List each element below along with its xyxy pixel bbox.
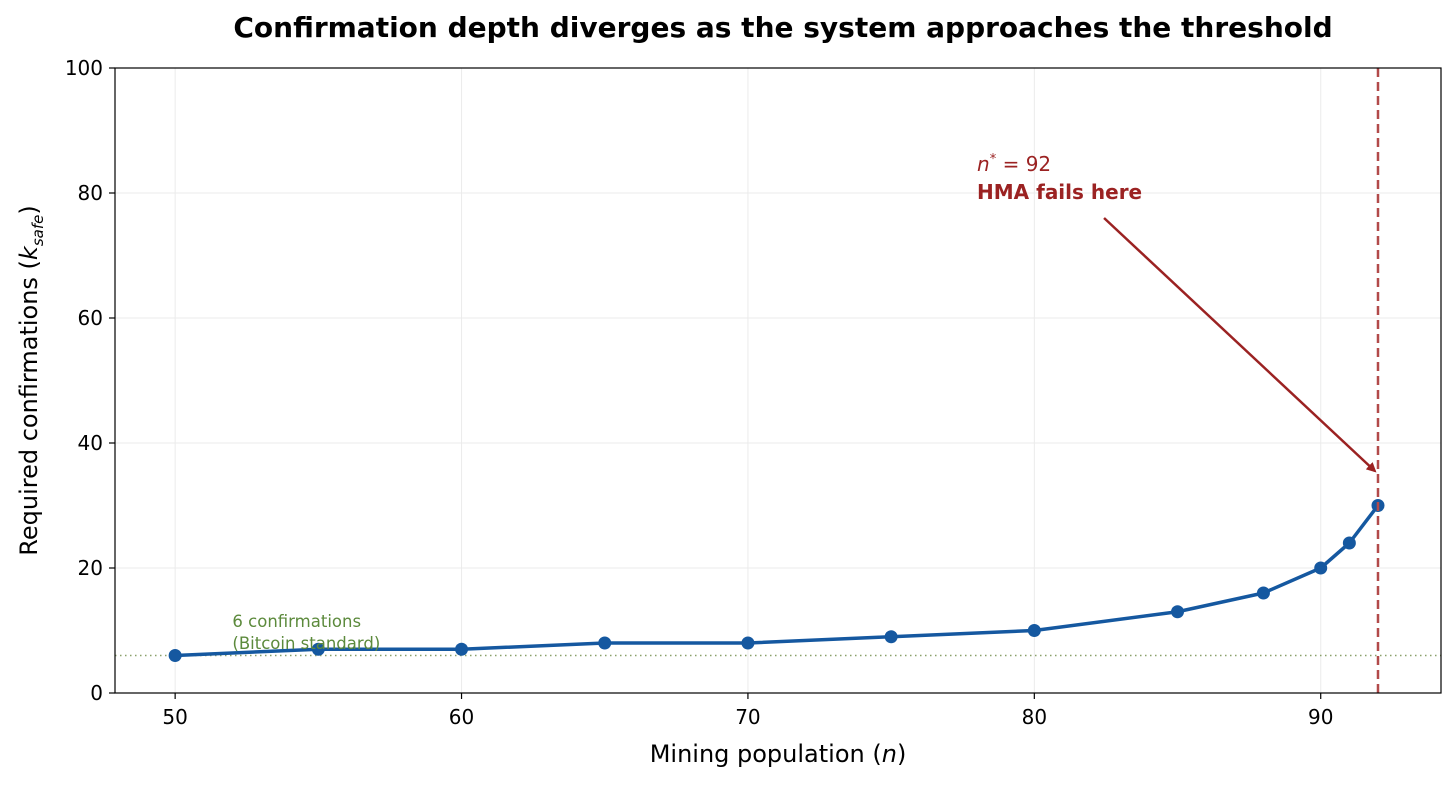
data-point bbox=[1027, 624, 1041, 637]
data-point bbox=[1342, 536, 1356, 550]
data-point bbox=[884, 630, 898, 644]
x-axis-label: Mining population (n) bbox=[650, 740, 907, 768]
reference-line-label: 6 confirmations bbox=[232, 612, 361, 631]
data-point bbox=[455, 642, 469, 656]
data-point bbox=[168, 649, 182, 662]
data-point bbox=[311, 642, 325, 656]
y-tick-label: 40 bbox=[78, 431, 103, 455]
chart-title: Confirmation depth diverges as the syste… bbox=[233, 11, 1332, 44]
x-tick-label: 80 bbox=[1022, 705, 1047, 729]
y-tick-label: 80 bbox=[78, 181, 103, 205]
y-axis-label: Required confirmations (ksafe) bbox=[15, 205, 47, 555]
threshold-annotation-label: HMA fails here bbox=[977, 180, 1142, 204]
data-point bbox=[598, 636, 612, 650]
y-tick-label: 100 bbox=[65, 56, 103, 80]
x-tick-label: 70 bbox=[735, 705, 760, 729]
y-tick-label: 0 bbox=[90, 681, 103, 705]
data-point bbox=[1171, 605, 1185, 619]
data-point bbox=[1314, 561, 1328, 575]
x-axis-ticks: 50 60 70 80 90 bbox=[162, 693, 1333, 729]
y-tick-label: 60 bbox=[78, 306, 103, 330]
threshold-annotation-equation: n* = 92 bbox=[977, 152, 1051, 176]
data-point bbox=[1256, 586, 1270, 600]
threshold-annotation-arrow bbox=[1103, 217, 1377, 473]
x-tick-label: 60 bbox=[449, 705, 474, 729]
data-point bbox=[741, 636, 755, 650]
y-axis-ticks: 0 20 40 60 80 100 bbox=[65, 56, 115, 705]
reference-line-sublabel: (Bitcoin standard) bbox=[232, 634, 380, 653]
x-tick-label: 50 bbox=[162, 705, 187, 729]
plot-frame bbox=[114, 67, 1442, 694]
series-line bbox=[175, 504, 1380, 658]
series-line-group bbox=[168, 499, 1385, 662]
x-tick-label: 90 bbox=[1308, 705, 1333, 729]
y-tick-label: 20 bbox=[78, 556, 103, 580]
